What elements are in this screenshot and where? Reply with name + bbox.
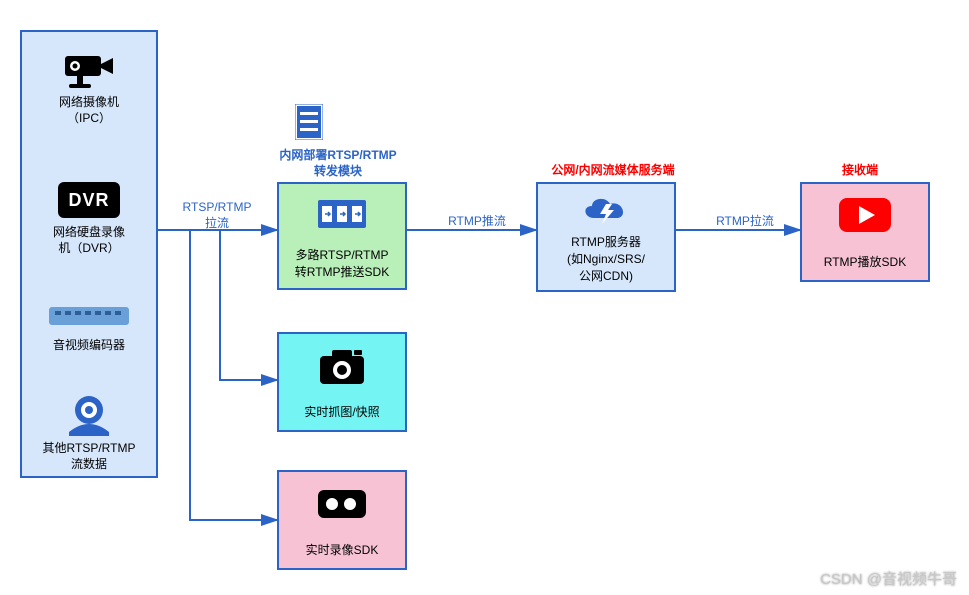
source-ipc: 网络摄像机 （IPC） <box>22 50 156 127</box>
diagram-canvas: 网络摄像机 （IPC） DVR 网络硬盘录像 机（DVR） 音视频编码器 其他R… <box>0 0 969 595</box>
relay-module-icon <box>295 104 323 140</box>
edge-e2 <box>220 230 277 380</box>
webcam-icon <box>63 392 115 436</box>
server-caption: RTMP服务器 (如Nginx/SRS/ 公网CDN) <box>538 233 674 284</box>
cloud-bolt-icon <box>576 190 636 230</box>
server-box: RTMP服务器 (如Nginx/SRS/ 公网CDN) <box>536 182 676 292</box>
snapshot-box: 实时抓图/快照 <box>277 332 407 432</box>
player-header-label: 接收端 <box>820 163 900 179</box>
source-dvr: DVR 网络硬盘录像 机（DVR） <box>22 182 156 257</box>
edge-label-e1: RTSP/RTMP 拉流 <box>172 200 262 231</box>
player-caption: RTMP播放SDK <box>802 253 928 270</box>
relay-icon <box>312 194 372 234</box>
encoder-icon <box>49 307 129 325</box>
edge-e3 <box>190 230 277 520</box>
watermark: CSDN @音视频牛哥 <box>820 568 957 589</box>
source-other: 其他RTSP/RTMP 流数据 <box>22 392 156 473</box>
edge-label-e4: RTMP推流 <box>432 214 522 230</box>
source-ipc-label: 网络摄像机 （IPC） <box>22 94 156 126</box>
source-other-label: 其他RTSP/RTMP 流数据 <box>22 440 156 472</box>
relay-box: 多路RTSP/RTMP 转RTMP推送SDK <box>277 182 407 290</box>
relay-caption: 多路RTSP/RTMP 转RTMP推送SDK <box>279 246 405 280</box>
sources-panel: 网络摄像机 （IPC） DVR 网络硬盘录像 机（DVR） 音视频编码器 其他R… <box>20 30 158 478</box>
snapshot-caption: 实时抓图/快照 <box>279 403 405 420</box>
relay-header-label: 内网部署RTSP/RTMP 转发模块 <box>258 148 418 179</box>
camera-icon <box>61 50 117 90</box>
server-header-label: 公网/内网流媒体服务端 <box>528 163 698 179</box>
player-box: RTMP播放SDK <box>800 182 930 282</box>
camera-photo-icon <box>314 344 370 388</box>
source-encoder-label: 音视频编码器 <box>22 337 156 353</box>
play-icon <box>835 194 895 236</box>
dvr-icon: DVR <box>58 182 119 218</box>
record-caption: 实时录像SDK <box>279 541 405 558</box>
source-encoder: 音视频编码器 <box>22 307 156 353</box>
source-dvr-label: 网络硬盘录像 机（DVR） <box>22 224 156 256</box>
record-box: 实时录像SDK <box>277 470 407 570</box>
edge-label-e5: RTMP拉流 <box>700 214 790 230</box>
video-record-icon <box>314 484 370 524</box>
